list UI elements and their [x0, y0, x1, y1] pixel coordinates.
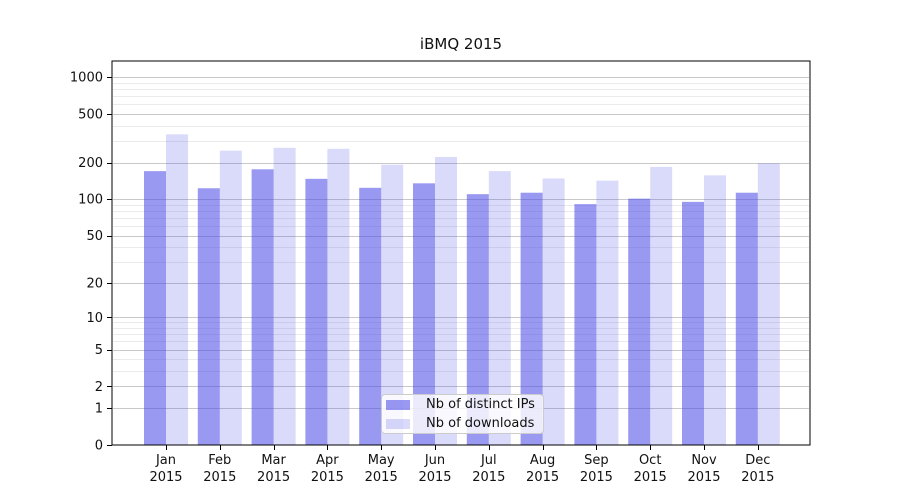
- bar-downloads: [704, 175, 726, 445]
- y-tick-label: 10: [86, 311, 103, 326]
- bar-distinct-ips: [413, 183, 435, 445]
- y-tick-label: 0: [95, 439, 103, 454]
- bar-distinct-ips: [520, 192, 543, 445]
- legend-swatch-downloads: [386, 418, 410, 429]
- plot-frame: [111, 60, 811, 446]
- x-tick-label: Apr 2015: [311, 453, 344, 485]
- bar-downloads: [166, 134, 188, 445]
- legend: Nb of distinct IPs Nb of downloads: [381, 394, 544, 434]
- x-tick-label: Sep 2015: [580, 453, 613, 485]
- bar-downloads: [488, 171, 511, 446]
- legend-label-downloads: Nb of downloads: [426, 416, 535, 431]
- bar-downloads: [219, 150, 242, 445]
- bar-downloads: [273, 147, 296, 445]
- x-tick-label: Mar 2015: [257, 453, 290, 485]
- y-tick-label: 20: [86, 276, 103, 291]
- bar-downloads: [650, 166, 673, 445]
- bar-distinct-ips: [359, 187, 382, 445]
- bar-distinct-ips: [197, 188, 220, 446]
- legend-swatch-distinct-ips: [386, 399, 410, 410]
- x-tick-label: May 2015: [365, 453, 398, 485]
- bar-distinct-ips: [144, 171, 166, 446]
- x-tick-label: Nov 2015: [687, 453, 720, 485]
- y-tick-label: 1000: [70, 71, 103, 86]
- x-tick-label: Oct 2015: [634, 453, 667, 485]
- y-tick-label: 50: [86, 229, 103, 244]
- bar-downloads: [435, 156, 457, 445]
- bar-distinct-ips: [251, 169, 274, 445]
- y-tick-label: 500: [78, 107, 103, 122]
- bar-downloads: [381, 164, 404, 445]
- bar-downloads: [327, 148, 350, 445]
- bar-downloads: [542, 178, 565, 445]
- x-tick-label: Jan 2015: [149, 453, 182, 485]
- bar-downloads: [596, 180, 619, 445]
- y-tick-label: 1: [95, 402, 103, 417]
- y-tick-label: 200: [78, 156, 103, 171]
- x-tick-label: Dec 2015: [741, 453, 774, 485]
- legend-item-distinct-ips: Nb of distinct IPs: [386, 395, 543, 414]
- bar-downloads: [757, 163, 780, 445]
- y-tick-label: 100: [78, 193, 103, 208]
- bar-distinct-ips: [682, 201, 704, 445]
- bar-distinct-ips: [628, 198, 651, 445]
- chart-title: iBMQ 2015: [419, 35, 503, 53]
- x-tick-label: Aug 2015: [526, 453, 559, 485]
- x-tick-label: Jun 2015: [418, 453, 451, 485]
- y-tick-label: 2: [95, 380, 103, 395]
- bar-distinct-ips: [305, 178, 328, 445]
- bar-distinct-ips: [735, 192, 758, 445]
- legend-item-downloads: Nb of downloads: [386, 414, 543, 433]
- x-tick-label: Feb 2015: [203, 453, 236, 485]
- legend-label-distinct-ips: Nb of distinct IPs: [426, 397, 535, 412]
- y-tick-label: 5: [95, 343, 103, 358]
- bar-distinct-ips: [466, 194, 489, 445]
- x-tick-label: Jul 2015: [472, 453, 505, 485]
- bar-distinct-ips: [574, 204, 597, 445]
